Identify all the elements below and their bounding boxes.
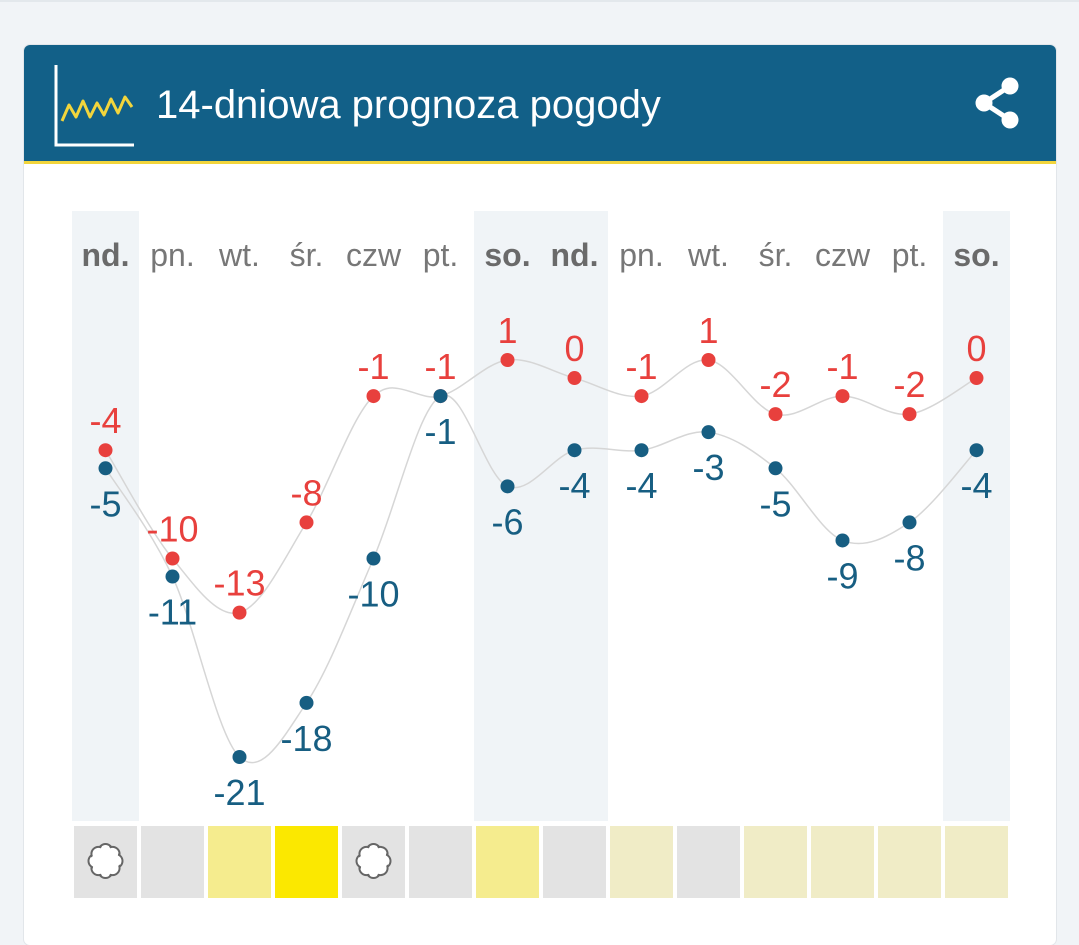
max-temp-point [165, 551, 180, 566]
max-temp-label: -2 [893, 364, 925, 405]
min-temp-label: -4 [558, 465, 590, 506]
max-temp-label: -13 [213, 563, 265, 604]
min-temp-point [98, 461, 113, 476]
min-temp-point [232, 750, 247, 764]
condition-cell [811, 826, 874, 898]
max-temp-label: -4 [89, 400, 121, 441]
max-temp-label: 1 [497, 310, 517, 351]
min-temp-label: -4 [960, 465, 992, 506]
min-temp-label: -1 [424, 411, 456, 452]
max-temp-label: -1 [424, 346, 456, 387]
card-header: 14-dniowa prognoza pogody [24, 45, 1056, 164]
min-temp-label: -5 [89, 483, 121, 524]
top-bar [0, 0, 1079, 2]
day-label: czw [815, 237, 871, 273]
min-temp-label: -8 [893, 537, 925, 578]
day-label: pn. [619, 237, 663, 273]
min-temp-point [902, 515, 917, 530]
max-temp-point [500, 353, 515, 367]
max-temp-point [768, 407, 783, 422]
min-temp-point [701, 425, 716, 440]
min-temp-label: -6 [491, 501, 523, 542]
day-label: nd. [82, 237, 130, 273]
min-temp-point [768, 461, 783, 476]
condition-cell [677, 826, 740, 898]
min-temp-label: -21 [213, 772, 265, 813]
max-temp-point [98, 443, 113, 458]
max-temp-point [634, 389, 649, 404]
condition-cell [409, 826, 472, 898]
min-temp-point [299, 695, 314, 710]
forecast-card: 14-dniowa prognoza pogody nd. pn. wt. śr. cz… [24, 45, 1056, 945]
min-temp-label: -5 [759, 483, 791, 524]
condition-cell [945, 826, 1008, 898]
max-temp-point [299, 515, 314, 530]
card-title: 14-dniowa prognoza pogody [156, 83, 661, 127]
weekend-column-bg [541, 211, 608, 821]
min-temp-point [634, 443, 649, 458]
snowflake-icon [355, 843, 392, 879]
max-temp-label: 0 [564, 328, 584, 369]
max-temp-label: 0 [966, 328, 986, 369]
condition-cell [275, 826, 338, 898]
min-temp-label: -3 [692, 447, 724, 488]
day-label: wt. [218, 237, 260, 273]
day-label: so. [953, 237, 999, 273]
weekend-column-bg [943, 211, 1010, 821]
max-temp-label: 1 [698, 310, 718, 351]
day-label: pt. [423, 237, 459, 273]
condition-cell [141, 826, 204, 898]
max-temp-label: -10 [146, 509, 198, 550]
share-icon[interactable] [970, 75, 1026, 131]
min-temp-point [500, 479, 515, 494]
min-temp-point [567, 443, 582, 458]
day-label: śr. [759, 237, 793, 273]
max-temp-label: -1 [826, 346, 858, 387]
max-temp-label: -8 [290, 472, 322, 513]
min-temp-label: -9 [826, 555, 858, 596]
condition-cell [208, 826, 271, 898]
min-temp-label: -4 [625, 465, 657, 506]
min-temp-label: -11 [148, 592, 197, 633]
min-temp-curve [104, 394, 978, 764]
line-chart-icon [54, 65, 134, 147]
day-label: pt. [892, 237, 928, 273]
max-temp-label: -2 [759, 364, 791, 405]
min-temp-point [165, 569, 180, 584]
max-temp-point [701, 353, 716, 367]
max-temp-point [567, 371, 582, 386]
max-temp-point [969, 371, 984, 386]
condition-cell [610, 826, 673, 898]
day-label: czw [346, 237, 402, 273]
condition-cell [476, 826, 539, 898]
snowflake-icon [87, 843, 124, 879]
min-temp-label: -10 [347, 574, 399, 615]
weekend-column-bg [72, 211, 139, 821]
day-label: so. [484, 237, 530, 273]
day-label: wt. [687, 237, 729, 273]
max-temp-point [835, 389, 850, 404]
forecast-chart: nd. pn. wt. śr. czw pt. so. nd. pn. wt. śr. czw pt. s… [72, 211, 1010, 898]
min-temp-label: -18 [280, 718, 332, 759]
weekend-column-bg [474, 211, 541, 821]
condition-cell [744, 826, 807, 898]
max-temp-label: -1 [625, 346, 657, 387]
condition-cell [543, 826, 606, 898]
max-temp-point [366, 389, 381, 404]
min-temp-point [433, 389, 448, 404]
max-temp-point [232, 605, 247, 620]
min-temp-point [969, 443, 984, 458]
condition-cell [878, 826, 941, 898]
max-temp-point [902, 407, 917, 422]
day-label: nd. [551, 237, 599, 273]
day-label: śr. [290, 237, 324, 273]
min-temp-point [366, 551, 381, 566]
day-label: pn. [150, 237, 194, 273]
min-temp-point [835, 533, 850, 548]
max-temp-label: -1 [357, 346, 389, 387]
